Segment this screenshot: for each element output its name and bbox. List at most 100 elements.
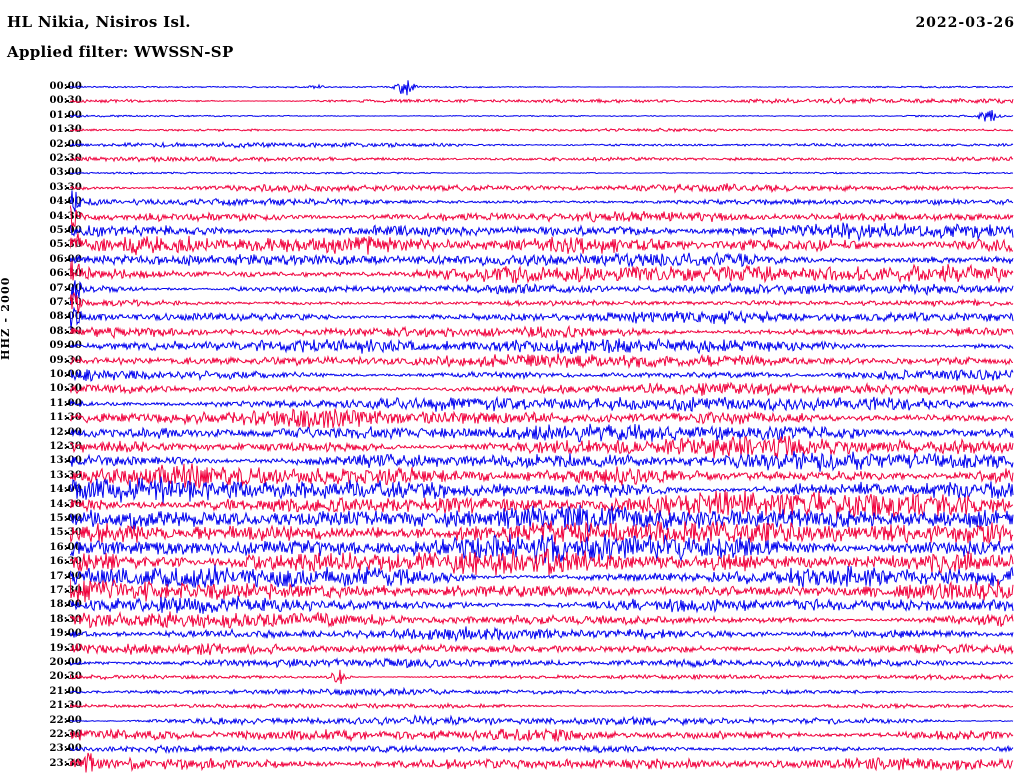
seismic-trace: [70, 143, 1014, 175]
row-axis-tick: [66, 647, 69, 650]
row-axis-tick: [66, 129, 69, 132]
row-axis-tick: [66, 474, 69, 477]
helicorder-row: 01:00: [0, 110, 1024, 125]
row-axis-tick: [66, 575, 69, 578]
row-axis-tick: [66, 546, 69, 549]
helicorder-row: 13:30: [0, 463, 1024, 489]
seismic-trace: [70, 733, 1014, 765]
row-axis-tick: [66, 633, 69, 636]
helicorder-row: 02:30: [0, 153, 1024, 168]
row-axis-tick: [66, 489, 69, 492]
row-time-label: 22:00: [30, 715, 82, 726]
seismic-trace: [70, 474, 1014, 506]
row-time-label: 19:30: [30, 643, 82, 654]
helicorder-row: 11:30: [0, 408, 1024, 429]
seismic-trace: [70, 503, 1014, 535]
seismic-trace: [70, 633, 1014, 665]
helicorder-row: 22:00: [0, 713, 1024, 730]
row-axis-tick: [66, 215, 69, 218]
row-axis-tick: [66, 302, 69, 304]
row-time-label: 15:30: [30, 527, 82, 538]
helicorder-row: 06:00: [0, 251, 1024, 269]
row-axis-tick: [66, 143, 69, 146]
helicorder-row: 10:00: [0, 368, 1024, 384]
row-axis-tick: [66, 359, 69, 362]
helicorder-row: 22:30: [0, 727, 1024, 744]
seismic-trace: [70, 589, 1014, 621]
seismic-trace: [70, 114, 1014, 146]
seismic-trace: [70, 359, 1014, 391]
row-time-label: 00:00: [30, 81, 82, 92]
helicorder-row: 02:00: [0, 139, 1024, 154]
row-axis-tick: [66, 186, 69, 189]
seismic-trace: [70, 229, 1014, 261]
seismic-trace: [70, 445, 1014, 477]
row-axis-tick: [66, 172, 69, 175]
helicorder-row: 08:00: [0, 306, 1024, 330]
helicorder-row: 21:00: [0, 686, 1024, 701]
row-time-label: 17:30: [30, 585, 82, 596]
row-time-label: 21:00: [30, 686, 82, 697]
helicorder-row: 21:30: [0, 700, 1024, 715]
seismic-trace: [70, 575, 1014, 607]
row-time-label: 02:00: [30, 139, 82, 150]
row-time-label: 09:00: [30, 340, 82, 351]
row-time-label: 08:00: [30, 311, 82, 322]
helicorder-row: 19:00: [0, 626, 1024, 643]
row-time-label: 10:30: [30, 383, 82, 394]
helicorder-row: 05:30: [0, 233, 1024, 256]
seismic-trace: [70, 690, 1014, 722]
helicorder-row: 07:30: [0, 291, 1024, 314]
seismic-trace: [70, 532, 1014, 564]
seismic-trace: [70, 287, 1014, 319]
seismic-trace: [70, 157, 1014, 189]
helicorder-row: 23:30: [0, 752, 1024, 773]
row-time-label: 22:30: [30, 729, 82, 740]
row-axis-tick: [66, 690, 69, 693]
helicorder-row: 23:00: [0, 743, 1024, 758]
row-time-label: 11:30: [30, 412, 82, 423]
seismic-trace: [70, 489, 1014, 521]
record-date: 2022-03-26: [915, 15, 1015, 31]
row-time-label: 14:00: [30, 484, 82, 495]
row-axis-tick: [66, 100, 69, 103]
seismic-trace: [70, 618, 1014, 650]
seismic-trace: [70, 215, 1014, 247]
row-axis-tick: [66, 345, 69, 348]
seismic-trace: [70, 561, 1014, 593]
row-time-label: 03:00: [30, 167, 82, 178]
helicorder-row: 16:30: [0, 548, 1024, 576]
row-time-label: 13:30: [30, 470, 82, 481]
helicorder-row: 00:30: [0, 95, 1024, 110]
row-time-label: 07:00: [30, 283, 82, 294]
row-axis-tick: [66, 244, 69, 247]
row-time-label: 23:30: [30, 758, 82, 769]
row-axis-tick: [66, 158, 69, 160]
helicorder-row: 07:00: [0, 279, 1024, 305]
seismic-trace: [70, 546, 1014, 578]
helicorder-row: 04:00: [0, 190, 1024, 212]
row-axis-tick: [66, 374, 69, 376]
row-axis-tick: [66, 388, 69, 391]
page-title: HL Nikia, Nisiros Isl.: [7, 13, 191, 31]
row-time-label: 12:00: [30, 427, 82, 438]
seismic-trace: [70, 301, 1014, 333]
row-time-label: 16:30: [30, 556, 82, 567]
row-time-label: 01:30: [30, 124, 82, 135]
row-time-label: 04:00: [30, 196, 82, 207]
helicorder-row: 06:30: [0, 260, 1024, 284]
row-time-label: 08:30: [30, 326, 82, 337]
row-time-label: 00:30: [30, 95, 82, 106]
row-time-label: 06:00: [30, 254, 82, 265]
helicorder-row: 05:00: [0, 222, 1024, 243]
helicorder-row: 03:30: [0, 182, 1024, 197]
helicorder-row: 04:30: [0, 204, 1024, 231]
seismic-trace: [70, 661, 1014, 693]
row-axis-tick: [66, 590, 69, 592]
row-axis-tick: [66, 604, 69, 607]
helicorder-row: 15:00: [0, 505, 1024, 533]
row-axis-tick: [66, 114, 69, 117]
seismic-trace: [70, 345, 1014, 377]
row-axis-tick: [66, 734, 69, 736]
